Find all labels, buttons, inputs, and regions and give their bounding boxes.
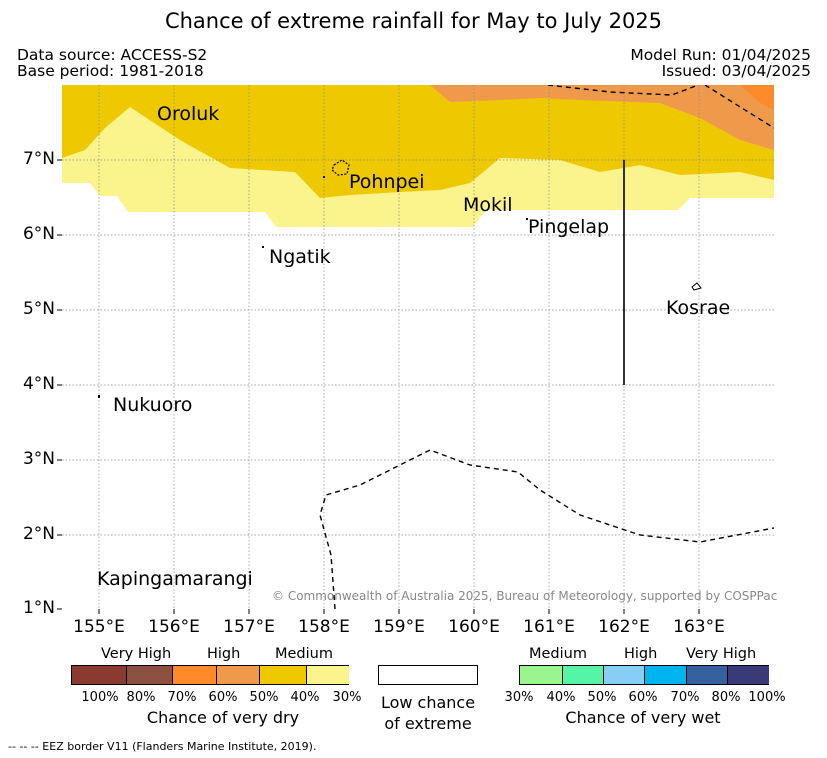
wet-swatch-4 bbox=[644, 666, 687, 684]
dry-pct-100: 100% bbox=[81, 690, 119, 705]
dry-swatch-2 bbox=[126, 666, 173, 684]
dry-swatch-6 bbox=[306, 666, 349, 684]
wet-colorbar bbox=[519, 665, 769, 685]
dry-swatch-4 bbox=[216, 666, 260, 684]
model-run-text: Model Run: 01/04/2025 bbox=[630, 46, 811, 64]
place-label-kosrae: Kosrae bbox=[666, 297, 731, 319]
wet-pct-70: 70% bbox=[670, 690, 700, 705]
dry-50-region bbox=[430, 85, 774, 150]
wet-pct-40: 40% bbox=[546, 690, 576, 705]
place-label-oroluk: Oroluk bbox=[157, 103, 220, 125]
dry-swatch-3 bbox=[172, 666, 217, 684]
dry-pct-50: 50% bbox=[249, 690, 279, 705]
dry-pct-70: 70% bbox=[167, 690, 197, 705]
wet-high-label: High bbox=[624, 646, 658, 662]
place-label-mokil: Mokil bbox=[463, 194, 513, 216]
lat-tick-5: 5°N bbox=[22, 299, 55, 319]
wet-pct-80: 80% bbox=[711, 690, 741, 705]
map-title: Chance of extreme rainfall for May to Ju… bbox=[164, 9, 663, 33]
dry-60-region bbox=[740, 85, 774, 110]
wet-legend-title: Chance of very wet bbox=[565, 708, 721, 727]
nukuoro-island bbox=[98, 395, 100, 398]
lat-tick-2: 2°N bbox=[22, 524, 55, 544]
place-label-pohnpei: Pohnpei bbox=[349, 171, 425, 193]
eez-footnote: -- -- -- EEZ border V11 (Flanders Marine… bbox=[8, 740, 317, 753]
lon-tick-162: 162°E bbox=[598, 617, 650, 637]
issued-text: Issued: 03/04/2025 bbox=[661, 62, 811, 80]
small-islet bbox=[323, 176, 325, 178]
lat-tick-6: 6°N bbox=[22, 224, 55, 244]
wet-swatch-5 bbox=[686, 666, 728, 684]
lat-tick-3: 3°N bbox=[22, 449, 55, 469]
lon-tick-163: 163°E bbox=[673, 617, 725, 637]
data-source-text: Data source: ACCESS-S2 bbox=[17, 46, 208, 64]
lon-tick-161: 161°E bbox=[523, 617, 575, 637]
lon-tick-158: 158°E bbox=[298, 617, 350, 637]
base-period-text: Base period: 1981-2018 bbox=[17, 62, 204, 80]
place-label-kapingamarangi: Kapingamarangi bbox=[97, 568, 253, 590]
low-chance-swatch bbox=[378, 665, 478, 685]
lat-tick-1: 1°N bbox=[22, 598, 55, 618]
ngatik-island bbox=[262, 246, 264, 248]
wet-swatch-3 bbox=[603, 666, 645, 684]
dry-medium-label: Medium bbox=[275, 646, 333, 662]
dry-high-label: High bbox=[207, 646, 241, 662]
axis-ticks bbox=[57, 159, 700, 614]
dry-40-region bbox=[62, 85, 774, 198]
wet-pct-50: 50% bbox=[587, 690, 617, 705]
wet-swatch-6 bbox=[727, 666, 769, 684]
lon-tick-159: 159°E bbox=[373, 617, 425, 637]
wet-medium-label: Medium bbox=[529, 646, 587, 662]
dry-legend-title: Chance of very dry bbox=[146, 708, 300, 727]
lat-tick-4: 4°N bbox=[22, 374, 55, 394]
dry-pct-30: 30% bbox=[332, 690, 362, 705]
lon-tick-155: 155°E bbox=[73, 617, 125, 637]
low-chance-line2: of extreme bbox=[384, 714, 472, 733]
dry-pct-60: 60% bbox=[208, 690, 238, 705]
dry-swatch-1 bbox=[72, 666, 126, 684]
dry-pct-40: 40% bbox=[290, 690, 320, 705]
wet-swatch-1 bbox=[520, 666, 562, 684]
place-label-pingelap: Pingelap bbox=[528, 216, 610, 238]
wet-pct-30: 30% bbox=[504, 690, 534, 705]
pingelap-island bbox=[526, 218, 528, 220]
copyright-text: © Commonwealth of Australia 2025, Bureau… bbox=[272, 589, 778, 603]
wet-swatch-2 bbox=[562, 666, 604, 684]
eez-border bbox=[319, 85, 774, 609]
low-chance-line1: Low chance bbox=[380, 693, 476, 712]
lon-tick-160: 160°E bbox=[448, 617, 500, 637]
wet-pct-60: 60% bbox=[628, 690, 658, 705]
lat-tick-7: 7°N bbox=[22, 149, 55, 169]
place-label-nukuoro: Nukuoro bbox=[113, 394, 193, 416]
wet-pct-100: 100% bbox=[748, 690, 786, 705]
dry-colorbar bbox=[71, 665, 349, 685]
place-label-ngatik: Ngatik bbox=[269, 246, 331, 268]
dry-very-high-label: Very High bbox=[101, 646, 172, 662]
kosrae-island bbox=[691, 282, 702, 291]
dry-swatch-5 bbox=[259, 666, 307, 684]
lon-tick-157: 157°E bbox=[223, 617, 275, 637]
wet-very-high-label: Very High bbox=[686, 646, 757, 662]
dry-pct-80: 80% bbox=[126, 690, 156, 705]
lon-tick-156: 156°E bbox=[148, 617, 200, 637]
